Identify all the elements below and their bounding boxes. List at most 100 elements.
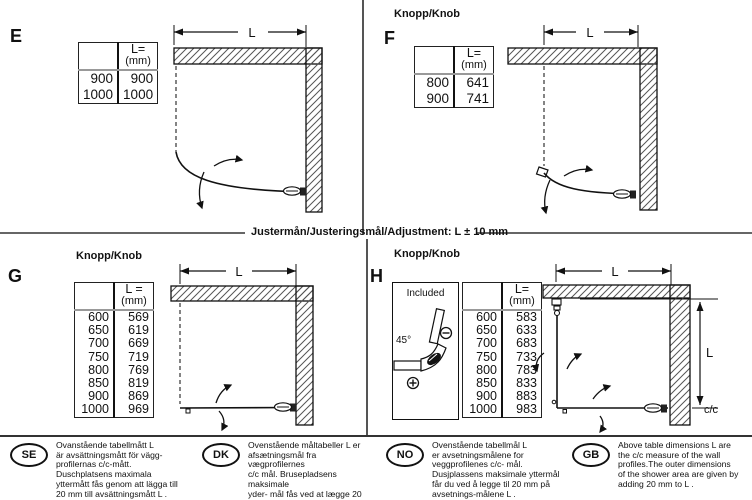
footer-note-text-dk: Ovenstående måltabeller L er afsætningsm…	[248, 440, 362, 500]
dim-line-l: L	[179, 264, 297, 286]
table-row: 900 741	[414, 91, 494, 108]
dim-line-l-top: L	[555, 264, 672, 285]
section-letter-f: F	[384, 28, 395, 48]
knob-label-h: Knopp/Knob	[394, 248, 460, 260]
table-g-header-empty	[74, 282, 115, 311]
footer-note-text-se: Ovanstående tabellmått L är avsättningsm…	[56, 440, 178, 499]
knob-icon	[273, 402, 296, 412]
footer-note-text-gb: Above table dimensions L are the c/c mea…	[618, 440, 739, 489]
table-cell: 750	[462, 350, 503, 364]
angle-label: 45°	[396, 335, 411, 346]
included-label: Included	[406, 288, 445, 299]
dim-label-l: L	[248, 25, 255, 40]
table-cell: 700	[74, 337, 115, 351]
table-cell: 669	[128, 336, 149, 351]
table-cell: 1000	[78, 87, 120, 104]
included-box: Included 45°	[392, 282, 459, 420]
table-row: 600 569	[74, 310, 154, 325]
table-g-header: L = (mm)	[114, 282, 154, 311]
swing-arrow-icon	[215, 384, 233, 404]
table-cell: 819	[128, 376, 149, 391]
table-cell: 733	[516, 349, 537, 364]
swing-arrow-icon	[213, 154, 244, 167]
table-row: 900 869	[74, 389, 154, 404]
footer-note-gb: GB Above table dimensions L are the c/c …	[572, 440, 750, 490]
knob-icon	[282, 186, 306, 196]
table-cell: 900	[414, 91, 455, 108]
footer-note-text-no: Ovenstående tabellmål L er avsetningsmål…	[432, 440, 560, 499]
table-cell: 900	[74, 390, 115, 404]
table-cell: 983	[516, 402, 537, 417]
table-cell: 650	[462, 324, 503, 338]
pivot-icon	[551, 399, 557, 405]
swing-arrow-icon	[196, 171, 205, 210]
table-f-header-empty	[414, 46, 455, 75]
wall-right	[295, 285, 314, 426]
wall-right	[669, 284, 691, 426]
country-badge-no: NO	[386, 443, 424, 467]
table-cell: 850	[74, 376, 115, 391]
diagram-h-svg: L L c/c	[531, 264, 719, 434]
minus-icon	[439, 326, 453, 340]
swing-arrow-icon	[592, 384, 612, 400]
adjustment-note: Justermån/Justeringsmål/Adjustment: L ± …	[251, 226, 509, 238]
table-row: 750 719	[74, 350, 154, 364]
swing-arrow-icon	[599, 415, 608, 434]
table-cell: 800	[414, 74, 455, 91]
table-e-header-empty	[78, 42, 120, 71]
table-row: 850 833	[462, 376, 542, 391]
angle-adjuster-icon: 45°	[393, 308, 453, 390]
foot-icon	[562, 409, 567, 414]
divider-g-h	[366, 239, 368, 436]
table-f-header: L= (mm)	[454, 46, 494, 75]
table-cell: 850	[462, 376, 503, 391]
table-row: 650 619	[74, 323, 154, 338]
knob-icon	[643, 403, 667, 413]
door-arc	[175, 151, 305, 193]
table-cell: 700	[462, 337, 503, 351]
table-cell: 869	[128, 389, 149, 404]
table-cell: 883	[516, 389, 537, 404]
wall-top	[170, 285, 314, 302]
dim-label-l: L	[235, 264, 242, 279]
table-row: 750 733	[462, 349, 542, 364]
plus-icon	[406, 376, 420, 390]
table-h: L= (mm) 600 583 650 633 700 683 750 733 800 783 85…	[462, 282, 542, 418]
wall-top	[542, 284, 691, 299]
dim-line-l: L	[543, 25, 639, 47]
table-e-header: L= (mm)	[118, 42, 158, 71]
divider-adjustment-left	[0, 232, 245, 234]
diagram-f-svg: L	[507, 25, 658, 215]
foot-icon	[185, 408, 191, 414]
wall-top	[507, 47, 658, 65]
table-cell: 633	[516, 323, 537, 338]
swing-arrow-icon	[531, 352, 545, 373]
table-cell: 569	[128, 310, 149, 324]
table-cell: 641	[466, 75, 489, 90]
country-badge-gb: GB	[572, 443, 610, 467]
table-row: 700 669	[74, 336, 154, 351]
table-row: 1000 983	[462, 402, 542, 418]
dim-line-l: L	[173, 25, 307, 47]
table-f: L= (mm) 800 641 900 741	[414, 46, 494, 108]
table-cell: 900	[130, 71, 154, 86]
table-cell: 683	[516, 336, 537, 351]
dim-label-l: L	[706, 345, 713, 360]
divider-footer	[0, 435, 752, 437]
table-cell: 769	[128, 362, 149, 377]
table-cell: 619	[128, 323, 149, 338]
table-g: L = (mm) 600 569 650 619 700 669 750 719 800 769 8…	[74, 282, 154, 418]
diagram-g-svg: L	[170, 264, 314, 432]
table-h-header-empty	[462, 282, 503, 311]
section-letter-e: E	[10, 26, 23, 46]
dim-line-l-right: L	[696, 302, 713, 405]
footer-note-no: NO Ovenstående tabellmål L er avsetnings…	[386, 440, 570, 499]
wall-right	[639, 47, 658, 211]
table-cell: 1000	[123, 87, 154, 102]
table-row: 900 900	[78, 70, 158, 87]
table-cell: 833	[516, 376, 537, 391]
wall-right	[305, 47, 323, 213]
table-row: 1000 969	[74, 403, 154, 418]
knob-label-f: Knopp/Knob	[394, 8, 460, 20]
